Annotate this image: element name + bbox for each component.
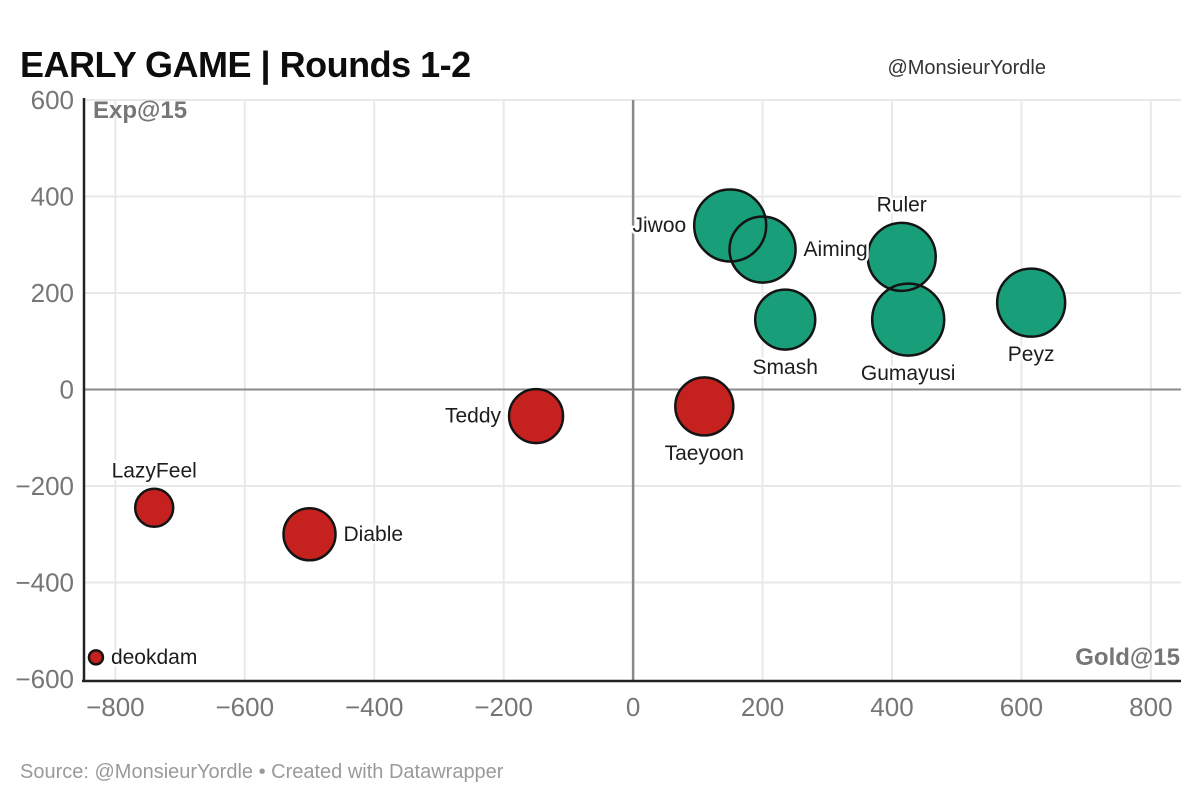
bubble-Smash [755, 289, 816, 350]
bubble-outline-Teddy [507, 387, 565, 445]
bubble-outline-Aiming [728, 215, 797, 284]
bubble-outline-Ruler [866, 221, 937, 293]
bubble-Taeyoon [675, 377, 734, 436]
bubble-outline-LazyFeel [133, 487, 175, 529]
x-tick-label: −200 [474, 692, 533, 722]
y-tick-label: 400 [31, 182, 74, 212]
x-tick-label: 0 [626, 692, 640, 722]
y-tick-label: 200 [31, 278, 74, 308]
bubble-outline-Smash [753, 288, 817, 351]
source-footer: Source: @MonsieurYordle • Created with D… [20, 761, 504, 783]
bubble-Peyz [997, 268, 1066, 337]
bubble-Ruler [867, 222, 936, 291]
bubble-label-Ruler: Ruler [877, 193, 927, 216]
bubble-label-Diable: Diable [344, 523, 404, 546]
x-tick-label: −800 [86, 692, 145, 722]
x-tick-label: −400 [345, 692, 404, 722]
bubble-Aiming [729, 216, 796, 283]
y-axis-title: Exp@15 [93, 97, 188, 124]
bubble-label-LazyFeel: LazyFeel [112, 459, 197, 482]
y-tick-label: 0 [60, 375, 74, 405]
bubble-label-Gumayusi: Gumayusi [861, 362, 956, 385]
y-tick-label: −200 [15, 471, 74, 501]
y-tick-label: 600 [31, 85, 74, 115]
x-tick-label: 800 [1129, 692, 1172, 722]
bubble-Teddy [509, 389, 564, 444]
x-axis-title: Gold@15 [1075, 644, 1180, 671]
bubble-outline-Gumayusi [870, 282, 946, 357]
x-tick-label: 200 [741, 692, 784, 722]
bubble-label-Teddy: Teddy [445, 405, 502, 428]
chart-byline: @MonsieurYordle [887, 57, 1046, 79]
bubble-label-Smash: Smash [753, 356, 818, 379]
bubble-outline-Jiwoo [692, 188, 768, 263]
x-tick-label: 400 [870, 692, 913, 722]
bubble-outline-deokdam [87, 649, 105, 666]
chart-title: EARLY GAME | Rounds 1-2 [20, 44, 471, 86]
bubble-label-deokdam: deokdam [111, 646, 197, 669]
x-tick-label: −600 [216, 692, 275, 722]
bubble-LazyFeel [135, 488, 174, 527]
bubble-label-Aiming: Aiming [804, 238, 868, 261]
bubble-label-Taeyoon: Taeyoon [665, 442, 744, 465]
bubble-label-Jiwoo: Jiwoo [632, 214, 686, 237]
y-tick-label: −600 [15, 664, 74, 694]
bubble-label-Peyz: Peyz [1008, 343, 1055, 366]
bubble-Gumayusi [872, 283, 945, 356]
x-tick-label: 600 [1000, 692, 1043, 722]
bubble-outline-Peyz [995, 267, 1067, 338]
bubble-Diable [283, 508, 336, 561]
bubble-outline-Diable [282, 507, 337, 562]
y-tick-label: −400 [15, 568, 74, 598]
bubble-outline-Taeyoon [674, 376, 735, 437]
bubble-deokdam [88, 650, 103, 665]
